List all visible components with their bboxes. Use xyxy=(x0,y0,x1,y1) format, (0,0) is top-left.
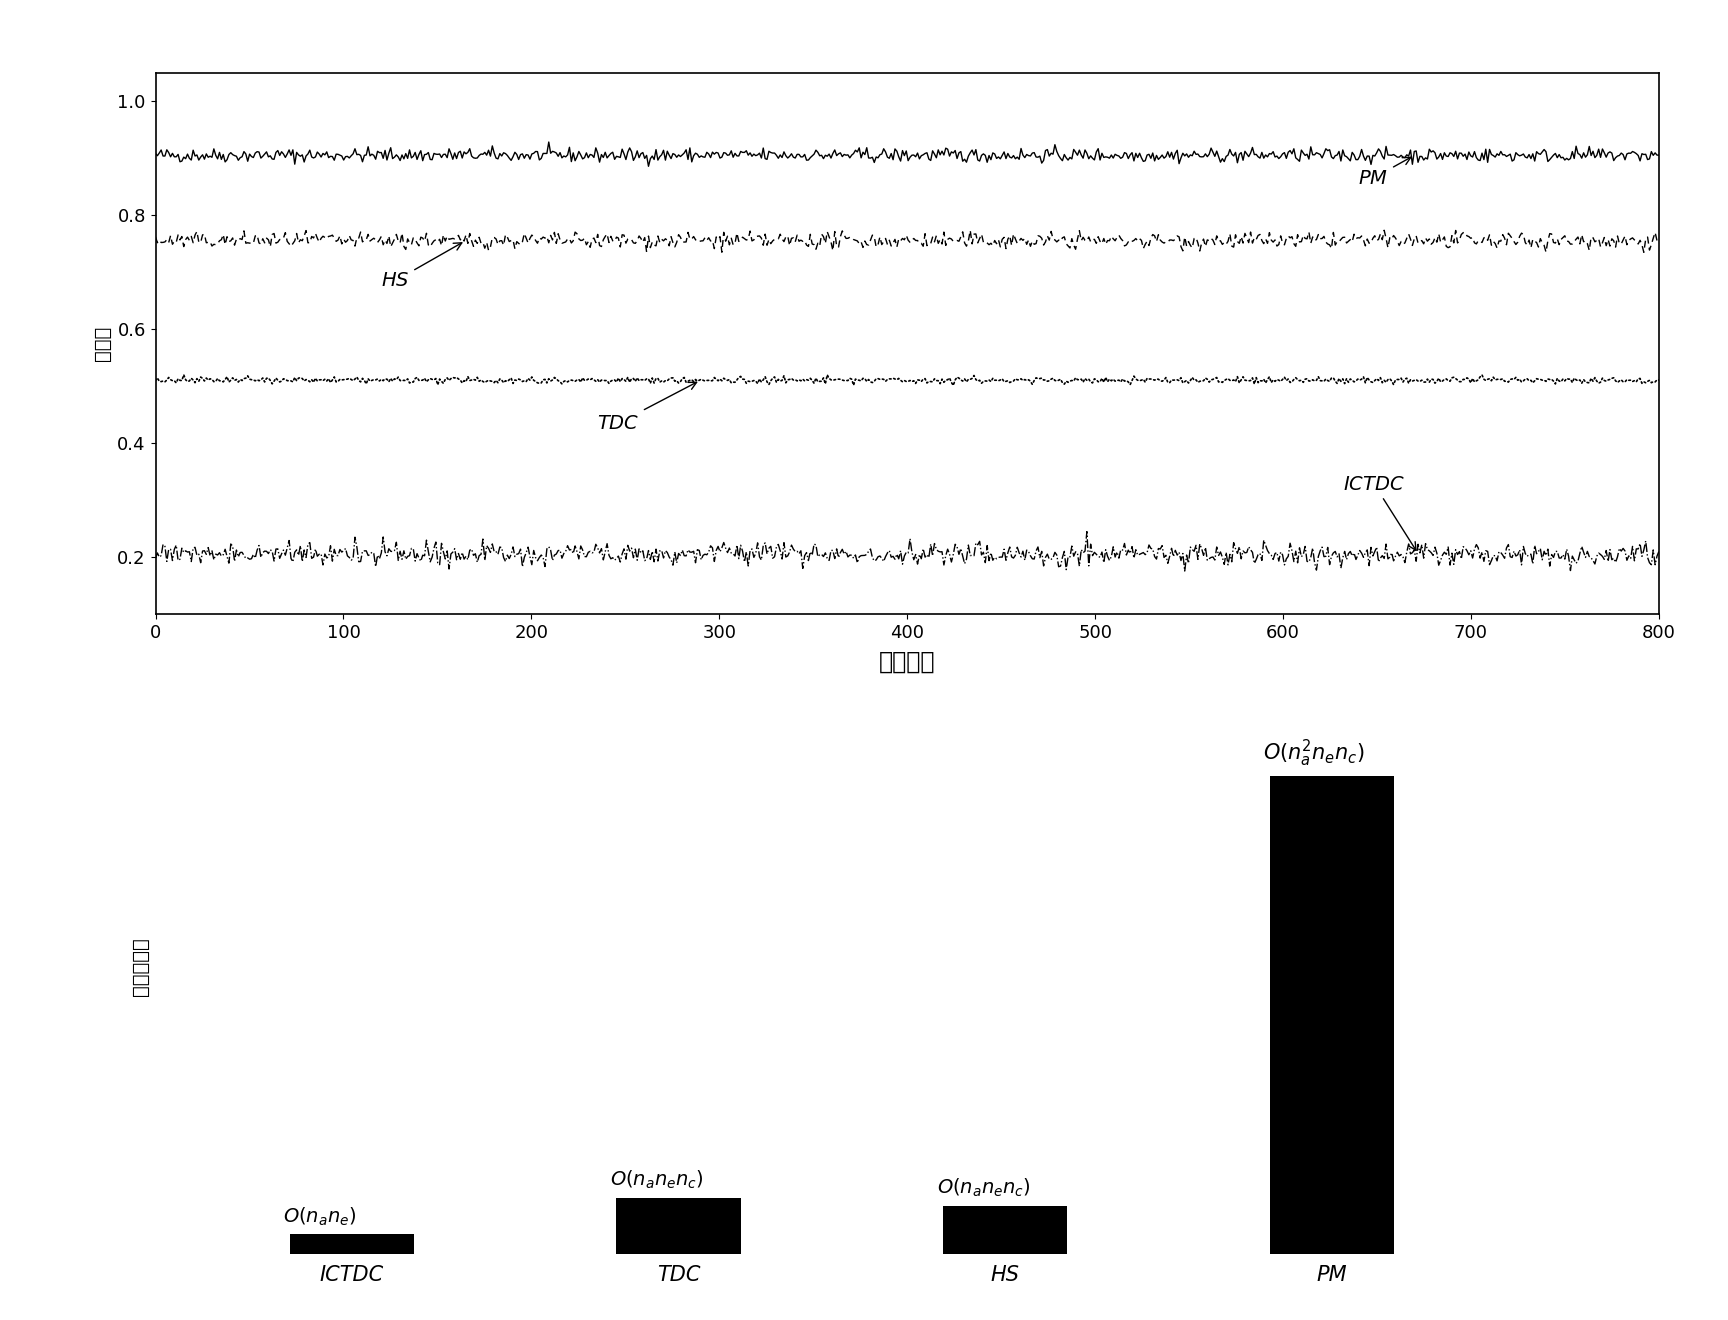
Text: $TDC$: $TDC$ xyxy=(598,383,696,433)
Bar xyxy=(617,1197,741,1254)
Bar xyxy=(1270,776,1394,1254)
Text: $O(n_a^2 n_e n_c)$: $O(n_a^2 n_e n_c)$ xyxy=(1263,738,1365,768)
Y-axis label: 计算复杂度: 计算复杂度 xyxy=(131,937,150,997)
X-axis label: 定位次数: 定位次数 xyxy=(880,649,935,673)
Text: $PM$: $PM$ xyxy=(1358,157,1410,187)
Text: $O(n_a n_e n_c)$: $O(n_a n_e n_c)$ xyxy=(610,1168,703,1191)
Bar xyxy=(290,1234,413,1254)
Text: (a): (a) xyxy=(890,709,924,729)
Text: $HS$: $HS$ xyxy=(380,243,461,290)
Text: $O(n_a n_e n_c)$: $O(n_a n_e n_c)$ xyxy=(937,1177,1030,1200)
Text: $O(n_a n_e)$: $O(n_a n_e)$ xyxy=(283,1205,356,1228)
Y-axis label: 正确率: 正确率 xyxy=(93,326,112,360)
Bar xyxy=(943,1206,1068,1254)
Text: $ICTDC$: $ICTDC$ xyxy=(1343,475,1415,550)
